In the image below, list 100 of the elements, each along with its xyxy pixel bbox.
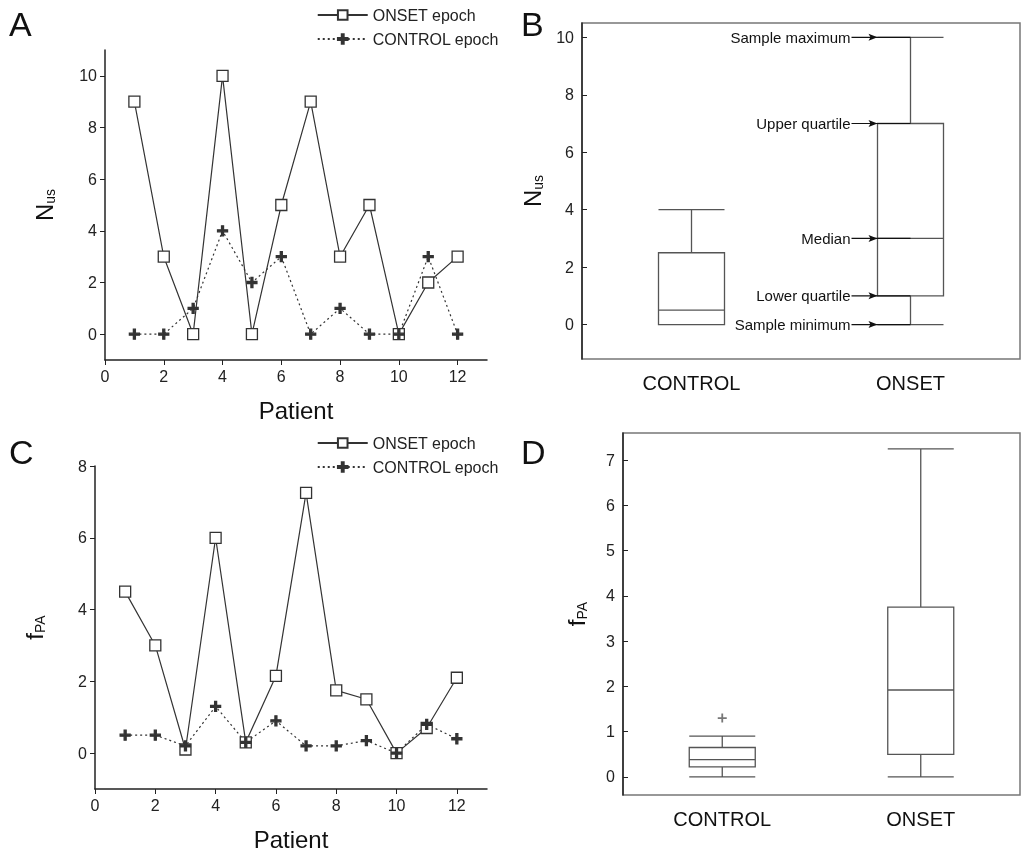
y-tick-label: 0 xyxy=(565,316,575,334)
point xyxy=(275,198,288,212)
x-tick-label: CONTROL xyxy=(673,808,772,830)
point xyxy=(360,734,373,747)
y-axis-title: fPA xyxy=(562,601,590,627)
x-axis-title: Patient xyxy=(253,825,329,853)
point xyxy=(158,328,170,340)
y-tick-label: 0 xyxy=(606,768,616,786)
point xyxy=(209,700,222,713)
y-tick-label: 0 xyxy=(78,744,88,762)
point xyxy=(269,669,283,683)
point xyxy=(451,733,463,745)
point xyxy=(422,276,435,289)
point xyxy=(451,250,464,263)
point xyxy=(421,718,433,731)
y-tick-label: 1 xyxy=(606,723,616,741)
point xyxy=(451,328,464,340)
y-tick-label: 2 xyxy=(606,677,616,695)
point xyxy=(119,729,131,741)
legend-label: ONSET epoch xyxy=(372,6,476,24)
chart-title: C xyxy=(9,433,34,471)
x-tick-label: 8 xyxy=(335,367,345,385)
chart-title: A xyxy=(9,5,32,43)
annotation: Sample maximum xyxy=(730,28,851,46)
y-tick-label: 8 xyxy=(78,457,88,475)
y-tick-label: 2 xyxy=(88,274,98,291)
x-tick-label: ONSET xyxy=(876,372,945,394)
legend-label: CONTROL epoch xyxy=(372,30,499,48)
point xyxy=(330,684,343,697)
y-tick-label: 2 xyxy=(565,258,575,276)
point xyxy=(422,251,434,263)
x-axis-title: Patient xyxy=(258,396,334,424)
legend-label: ONSET epoch xyxy=(372,434,476,452)
y-tick-label: 6 xyxy=(606,496,616,514)
x-tick-label: 12 xyxy=(448,367,467,385)
y-tick-label: 6 xyxy=(88,170,98,188)
x-tick-label: 6 xyxy=(276,367,286,385)
x-tick-label: 0 xyxy=(100,367,110,385)
annotation: Lower quartile xyxy=(756,287,851,305)
x-tick-label: CONTROL xyxy=(642,372,741,394)
y-axis-title: Nus xyxy=(518,174,547,208)
point xyxy=(179,740,192,752)
annotation: Sample minimum xyxy=(734,316,851,334)
point xyxy=(128,328,141,340)
point xyxy=(333,250,347,263)
x-tick-label: 10 xyxy=(387,796,406,814)
y-tick-label: 10 xyxy=(556,28,575,46)
chart-title: D xyxy=(521,433,546,471)
y-axis-title: fPA xyxy=(20,614,48,640)
y-tick-label: 4 xyxy=(78,601,88,619)
point xyxy=(246,276,258,289)
x-tick-label: 4 xyxy=(218,367,228,385)
point xyxy=(119,585,132,598)
y-tick-label: 6 xyxy=(565,143,575,161)
y-tick-label: 4 xyxy=(88,222,98,240)
point xyxy=(128,95,141,108)
point xyxy=(275,251,287,263)
chart-title: B xyxy=(521,5,544,43)
x-tick-label: 12 xyxy=(447,796,466,814)
point xyxy=(216,69,229,82)
y-tick-label: 0 xyxy=(88,325,98,343)
x-tick-label: 4 xyxy=(211,796,221,814)
point xyxy=(330,740,342,752)
point xyxy=(300,740,312,752)
y-axis-title: Nus xyxy=(30,188,58,222)
point xyxy=(363,328,376,340)
x-tick-label: 10 xyxy=(389,367,408,385)
y-tick-label: 3 xyxy=(606,632,616,650)
annotation: Upper quartile xyxy=(756,115,851,133)
y-tick-label: 7 xyxy=(606,451,616,469)
point xyxy=(149,639,162,652)
point xyxy=(187,302,199,314)
point xyxy=(270,715,282,727)
point xyxy=(299,486,313,500)
point xyxy=(363,198,376,212)
legend-label: CONTROL epoch xyxy=(372,458,499,476)
point xyxy=(216,225,229,237)
x-tick-label: ONSET xyxy=(886,808,956,830)
point xyxy=(187,328,200,341)
y-tick-label: 5 xyxy=(606,542,616,560)
x-tick-label: 6 xyxy=(271,796,281,814)
annotation: Median xyxy=(801,229,851,247)
y-tick-label: 2 xyxy=(78,672,88,690)
y-tick-label: 4 xyxy=(606,587,616,605)
x-tick-label: 2 xyxy=(150,796,160,814)
point xyxy=(209,531,222,544)
y-tick-label: 10 xyxy=(79,67,98,85)
point xyxy=(149,729,161,741)
point xyxy=(245,328,259,341)
point xyxy=(305,328,317,340)
y-tick-label: 6 xyxy=(78,529,88,547)
point xyxy=(304,95,317,108)
y-tick-label: 4 xyxy=(565,201,575,219)
y-tick-label: 8 xyxy=(88,119,98,136)
y-tick-label: 8 xyxy=(565,86,575,104)
point xyxy=(360,693,373,706)
x-tick-label: 2 xyxy=(159,367,169,385)
point xyxy=(334,302,346,314)
point xyxy=(450,671,463,684)
point xyxy=(157,250,170,263)
